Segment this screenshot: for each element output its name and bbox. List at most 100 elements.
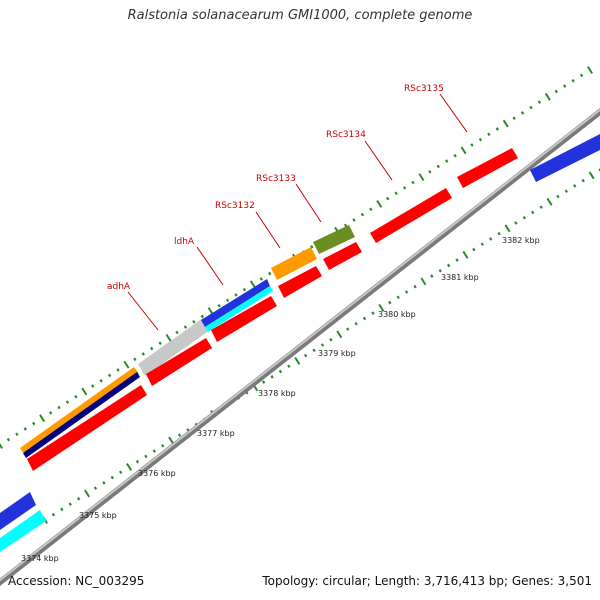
- tick-mark: [168, 436, 175, 445]
- tick-mark: [478, 137, 483, 142]
- feature-cyan-left[interactable]: [0, 510, 46, 552]
- cds-arrow-4[interactable]: [278, 266, 322, 298]
- tick-mark: [378, 303, 385, 312]
- tick-mark: [15, 432, 19, 437]
- tick-mark: [123, 360, 130, 369]
- feature-gray-adhA[interactable]: [138, 318, 210, 376]
- kbp-label-3375: 3375 kbp: [79, 511, 117, 520]
- tick-mark: [278, 369, 283, 374]
- feature-ldhA-blue[interactable]: [201, 279, 270, 327]
- kbp-label-3378: 3378 kbp: [258, 389, 296, 398]
- tick-mark: [261, 380, 266, 384]
- cds-arrow-3[interactable]: [211, 296, 277, 342]
- tick-mark: [119, 470, 123, 475]
- tick-mark: [502, 119, 509, 128]
- tick-mark: [420, 277, 427, 286]
- tick-mark: [57, 405, 61, 410]
- gene-label-ldhA: ldhA: [174, 237, 195, 247]
- tick-mark: [259, 277, 263, 281]
- tick-mark: [487, 132, 491, 137]
- feature-blue-right[interactable]: [530, 134, 600, 182]
- cds-track: [27, 148, 518, 471]
- cds-arrow-7[interactable]: [457, 148, 518, 188]
- feature-navy-long[interactable]: [23, 372, 140, 458]
- gene-label-RSc3134: RSc3134: [326, 130, 366, 140]
- callout-RSc3133: [295, 183, 322, 223]
- cds-arrow-2[interactable]: [146, 338, 212, 386]
- genome-backbone-highlight: [0, 108, 600, 582]
- tick-mark: [110, 475, 114, 480]
- tick-mark: [520, 111, 525, 115]
- callout-RSc3135: [439, 93, 468, 133]
- tick-mark: [135, 459, 140, 464]
- tick-mark: [430, 274, 434, 278]
- tick-mark: [362, 316, 367, 321]
- tick-mark: [51, 512, 56, 517]
- feature-orange-long[interactable]: [20, 367, 139, 455]
- kbp-label-3374: 3374 kbp: [21, 554, 59, 563]
- gene-label-RSc3133: RSc3133: [256, 174, 296, 184]
- tick-mark: [514, 221, 518, 225]
- tick-mark: [93, 486, 98, 490]
- callout-ldhA: [196, 246, 224, 286]
- accession-text: Accession: NC_003295: [8, 574, 145, 588]
- tick-mark: [354, 322, 358, 326]
- tick-mark: [438, 268, 442, 273]
- tick-mark: [294, 356, 301, 365]
- tick-mark: [76, 497, 81, 501]
- cds-arrow-6[interactable]: [370, 188, 452, 243]
- tick-mark: [472, 247, 476, 252]
- feature-orange-RSc3132[interactable]: [271, 247, 317, 280]
- cds-arrow-1[interactable]: [27, 385, 147, 471]
- tick-mark: [573, 184, 577, 188]
- tick-mark: [554, 89, 558, 94]
- tick-mark: [39, 414, 46, 423]
- tick-mark: [234, 293, 238, 297]
- tick-mark: [388, 300, 392, 305]
- tick-mark: [396, 295, 400, 300]
- tick-mark: [84, 489, 91, 498]
- gene-label-RSc3135: RSc3135: [404, 84, 444, 94]
- tick-mark: [310, 245, 314, 249]
- tick-mark: [6, 437, 11, 442]
- kbp-label-3379: 3379 kbp: [318, 349, 356, 358]
- tick-mark: [537, 100, 542, 104]
- tick-mark: [99, 378, 103, 383]
- tick-mark: [571, 78, 575, 83]
- feature-olive-RSc3133[interactable]: [313, 225, 355, 254]
- kbp-label-3382: 3382 kbp: [502, 236, 540, 245]
- tick-mark: [48, 411, 53, 415]
- gene-label-adhA: adhA: [107, 282, 131, 292]
- tick-mark: [336, 330, 343, 339]
- kbp-label-3376: 3376 kbp: [138, 469, 176, 478]
- tick-mark: [418, 173, 425, 182]
- cds-arrow-5[interactable]: [323, 242, 362, 270]
- tick-mark: [352, 218, 356, 222]
- tick-mark: [107, 373, 112, 378]
- tick-mark: [453, 153, 457, 158]
- tick-mark: [158, 341, 162, 345]
- tick-mark: [587, 66, 593, 74]
- gene-label-RSc3132: RSc3132: [215, 201, 255, 211]
- tick-mark: [175, 330, 179, 335]
- tick-mark: [65, 400, 70, 404]
- tick-mark: [376, 200, 383, 208]
- tick-mark: [386, 196, 390, 201]
- feature-blue-left[interactable]: [0, 492, 36, 530]
- genome-summary-text: Topology: circular; Length: 3,716,413 bp…: [262, 574, 592, 588]
- tick-mark: [68, 502, 72, 506]
- tick-mark: [32, 421, 36, 426]
- tick-mark: [343, 223, 348, 228]
- tick-mark: [161, 443, 165, 448]
- tick-mark: [404, 290, 409, 294]
- feature-ldhA-cyan[interactable]: [205, 286, 273, 332]
- tick-mark: [470, 143, 474, 147]
- tick-mark: [581, 178, 585, 183]
- tick-mark: [413, 284, 417, 289]
- tick-mark: [268, 271, 272, 276]
- tick-mark: [116, 368, 120, 372]
- tick-mark: [588, 171, 595, 180]
- tick-mark: [249, 280, 256, 289]
- callout-RSc3132: [255, 211, 281, 249]
- tick-mark: [242, 287, 247, 292]
